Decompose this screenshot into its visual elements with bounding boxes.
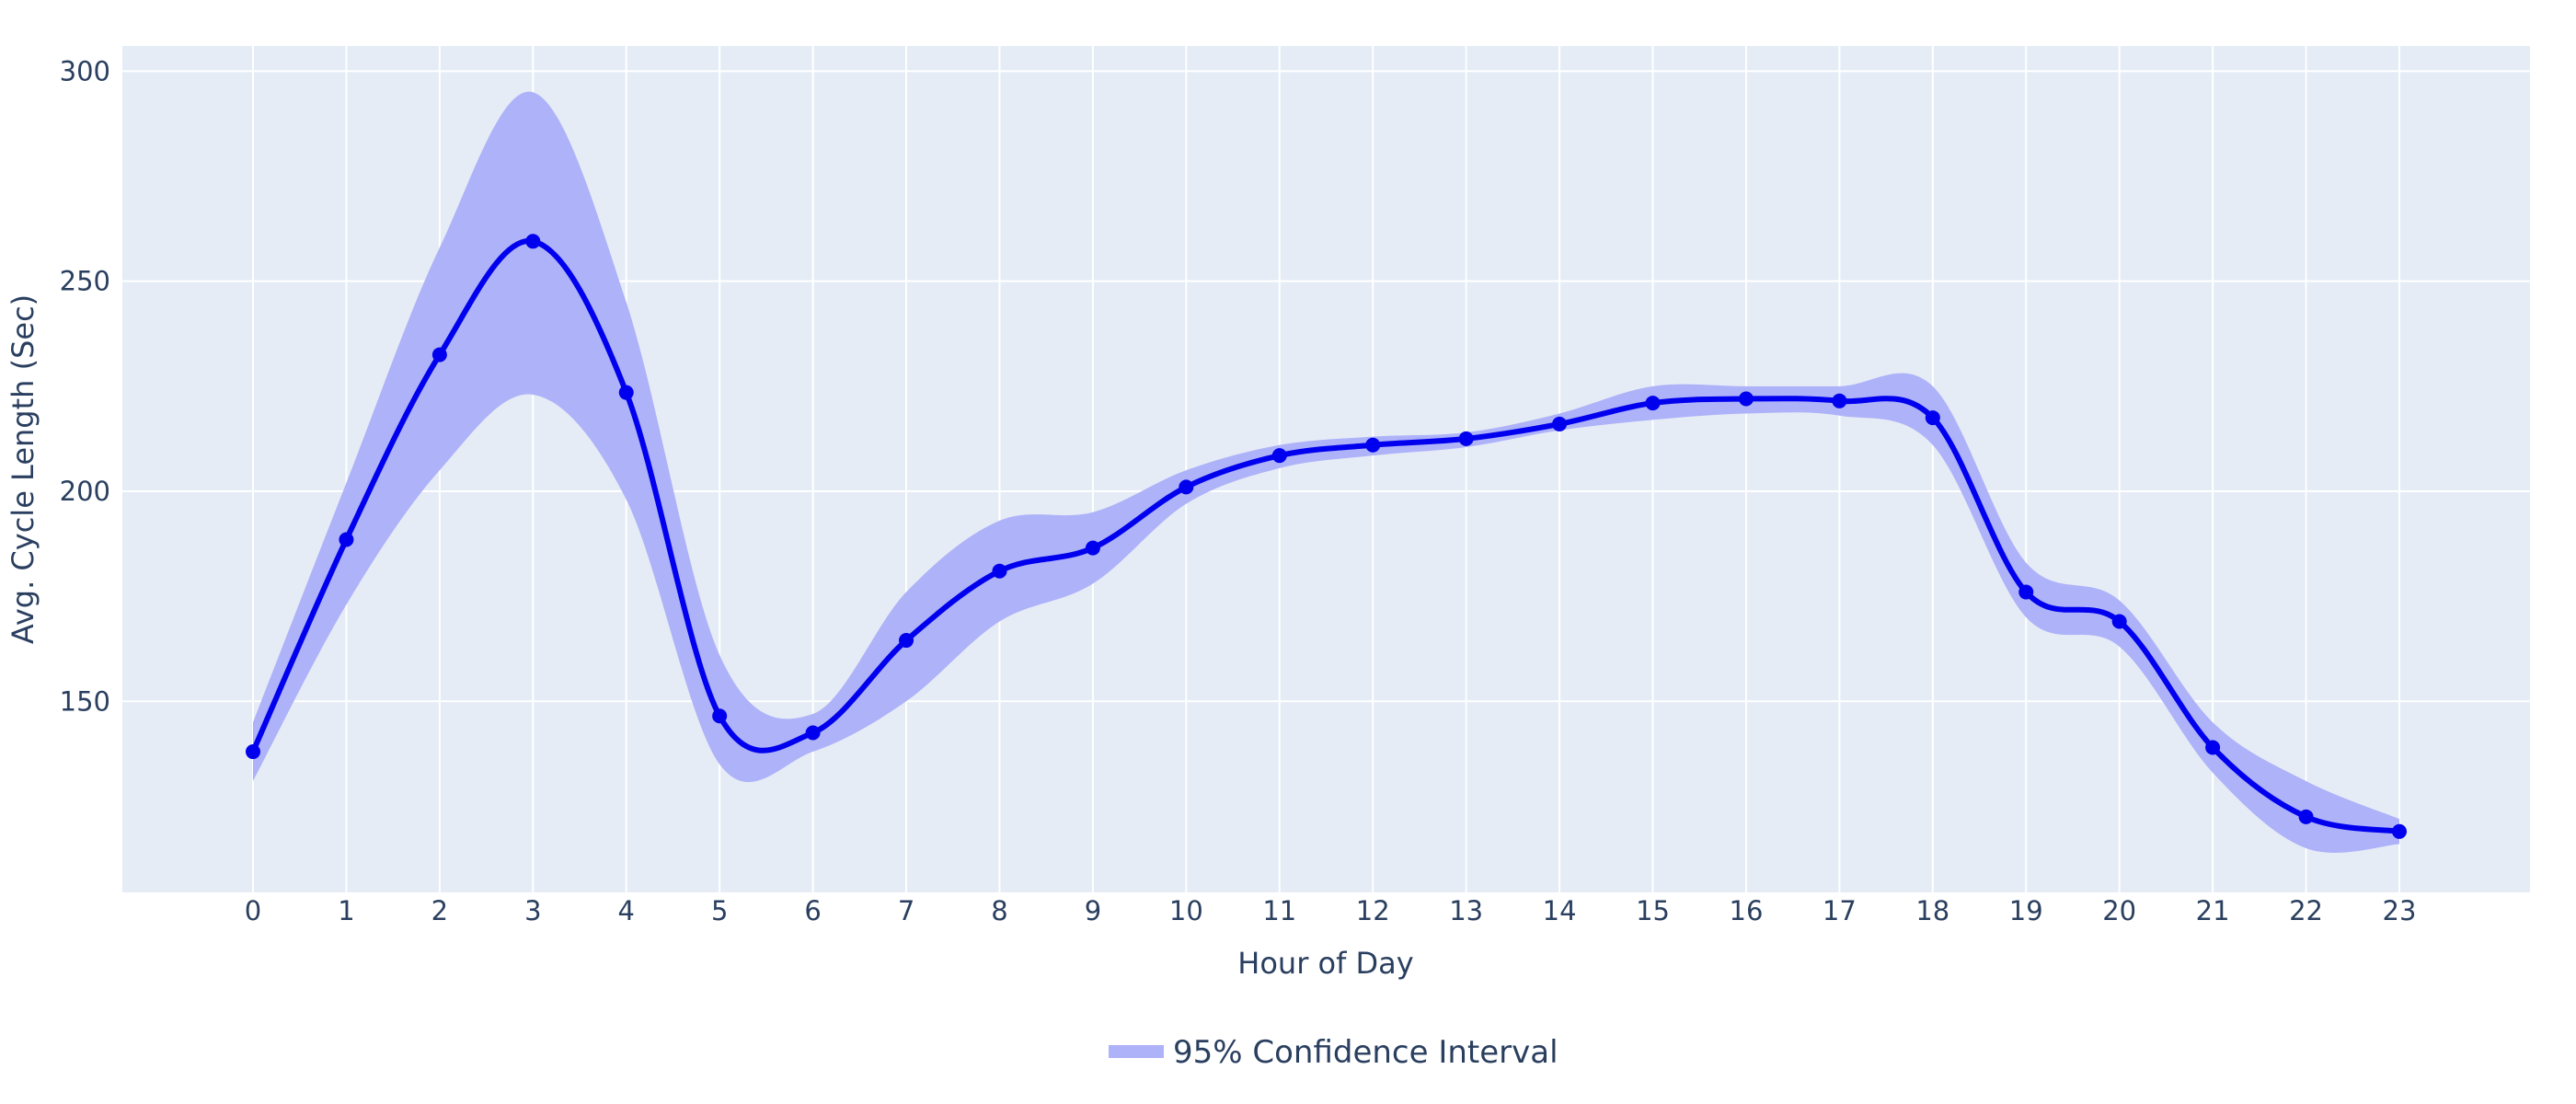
x-tick-label: 5 <box>711 895 728 926</box>
data-point[interactable] <box>1645 396 1661 411</box>
x-tick-labels: 0 1 2 3 4 5 6 7 8 9 10 11 12 13 14 15 16 17 18 19 20 21 22 23 <box>245 895 2417 926</box>
x-tick-label: 15 <box>1636 895 1670 926</box>
x-tick-label: 12 <box>1356 895 1390 926</box>
data-point[interactable] <box>899 633 914 649</box>
data-point[interactable] <box>1832 393 1847 408</box>
x-tick-label: 9 <box>1085 895 1101 926</box>
x-tick-label: 16 <box>1730 895 1764 926</box>
x-tick-label: 8 <box>991 895 1007 926</box>
data-point[interactable] <box>2298 809 2314 824</box>
legend-label: 95% Confidence Interval <box>1173 1034 1558 1071</box>
data-point[interactable] <box>1458 431 1474 446</box>
data-points <box>246 234 2407 839</box>
x-tick-label: 13 <box>1449 895 1483 926</box>
data-point[interactable] <box>1085 540 1100 556</box>
data-point[interactable] <box>1925 410 1940 426</box>
data-point[interactable] <box>2205 740 2221 755</box>
y-tick-label: 300 <box>60 55 110 86</box>
legend[interactable]: 95% Confidence Interval <box>1109 1034 1558 1071</box>
x-tick-label: 2 <box>431 895 448 926</box>
data-point[interactable] <box>339 532 354 547</box>
data-point[interactable] <box>1365 437 1381 453</box>
x-tick-label: 20 <box>2102 895 2136 926</box>
x-tick-label: 4 <box>618 895 635 926</box>
x-tick-label: 10 <box>1169 895 1203 926</box>
data-point[interactable] <box>431 347 447 362</box>
x-tick-label: 6 <box>804 895 821 926</box>
y-tick-label: 150 <box>60 685 110 717</box>
data-point[interactable] <box>2391 823 2407 839</box>
x-tick-label: 0 <box>245 895 261 926</box>
y-tick-label: 200 <box>60 476 110 507</box>
x-tick-label: 18 <box>1915 895 1949 926</box>
x-tick-label: 11 <box>1262 895 1296 926</box>
data-point[interactable] <box>712 708 728 724</box>
data-point[interactable] <box>1738 391 1754 407</box>
x-tick-label: 14 <box>1543 895 1577 926</box>
x-tick-label: 19 <box>2009 895 2043 926</box>
data-point[interactable] <box>1271 448 1287 464</box>
y-axis-title: Avg. Cycle Length (Sec) <box>6 294 40 644</box>
x-tick-label: 17 <box>1823 895 1857 926</box>
x-tick-label: 1 <box>338 895 354 926</box>
data-point[interactable] <box>1179 479 1194 495</box>
data-point[interactable] <box>246 744 261 760</box>
y-tick-label: 250 <box>60 266 110 297</box>
data-point[interactable] <box>618 385 634 400</box>
legend-swatch <box>1109 1045 1164 1058</box>
x-axis-title: Hour of Day <box>1237 946 1413 981</box>
data-point[interactable] <box>2111 614 2127 629</box>
data-point[interactable] <box>992 563 1007 579</box>
data-point[interactable] <box>1552 416 1568 431</box>
x-tick-label: 7 <box>898 895 914 926</box>
x-tick-label: 21 <box>2196 895 2230 926</box>
x-tick-label: 23 <box>2383 895 2417 926</box>
x-tick-label: 3 <box>524 895 541 926</box>
data-point[interactable] <box>805 725 821 741</box>
gridlines <box>122 46 2530 892</box>
confidence-band-layer <box>253 91 2399 853</box>
data-point[interactable] <box>525 234 541 249</box>
data-point[interactable] <box>2018 584 2034 600</box>
y-tick-labels: 150 200 250 300 <box>60 55 110 717</box>
confidence-band <box>253 91 2399 853</box>
x-tick-label: 22 <box>2289 895 2323 926</box>
